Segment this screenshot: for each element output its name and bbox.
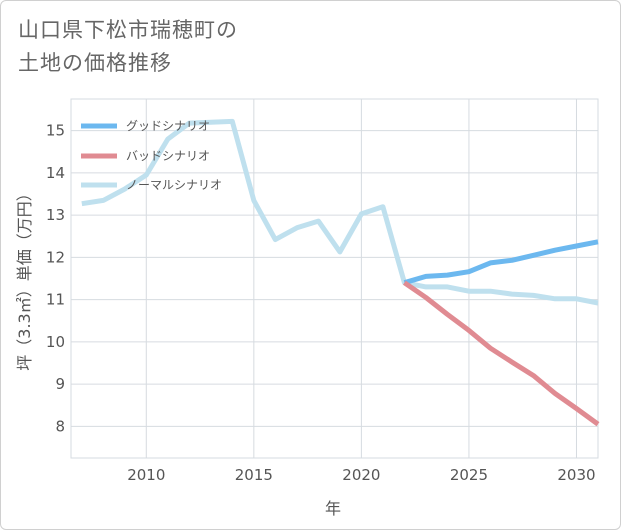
y-axis-label: 坪（3.3㎡）単価（万円） [15, 185, 34, 370]
x-tick-label: 2010 [127, 466, 165, 484]
y-axis-ticks: 8 9 10 11 12 13 14 15 [46, 122, 65, 436]
x-tick-label: 2020 [342, 466, 380, 484]
legend-label-bad: バッドシナリオ [126, 149, 210, 163]
y-tick-label: 12 [46, 248, 65, 266]
y-tick-label: 8 [55, 417, 65, 435]
x-axis-label: 年 [325, 499, 341, 518]
chart-title: 山口県下松市瑞穂町の 土地の価格推移 [18, 14, 238, 80]
x-tick-label: 2025 [450, 466, 488, 484]
x-tick-label: 2030 [557, 466, 595, 484]
x-axis-ticks: 2010 2015 2020 2025 2030 [127, 466, 595, 484]
grid-lines [71, 99, 598, 458]
chart-title-line-2: 土地の価格推移 [18, 51, 172, 75]
y-tick-label: 10 [46, 333, 65, 351]
series-line-bad [402, 280, 600, 427]
y-tick-label: 11 [46, 291, 65, 309]
legend-label-normal: ノーマルシナリオ [126, 178, 222, 192]
y-tick-label: 9 [55, 375, 65, 393]
series-line-normal [81, 118, 599, 306]
y-tick-label: 15 [46, 122, 65, 140]
chart-title-line-1: 山口県下松市瑞穂町の [18, 18, 238, 42]
y-tick-label: 13 [46, 206, 65, 224]
series-layer [81, 118, 600, 427]
y-tick-label: 14 [46, 164, 65, 182]
series-line-good [403, 239, 599, 286]
legend-label-good: グッドシナリオ [126, 119, 210, 133]
x-tick-label: 2015 [235, 466, 273, 484]
